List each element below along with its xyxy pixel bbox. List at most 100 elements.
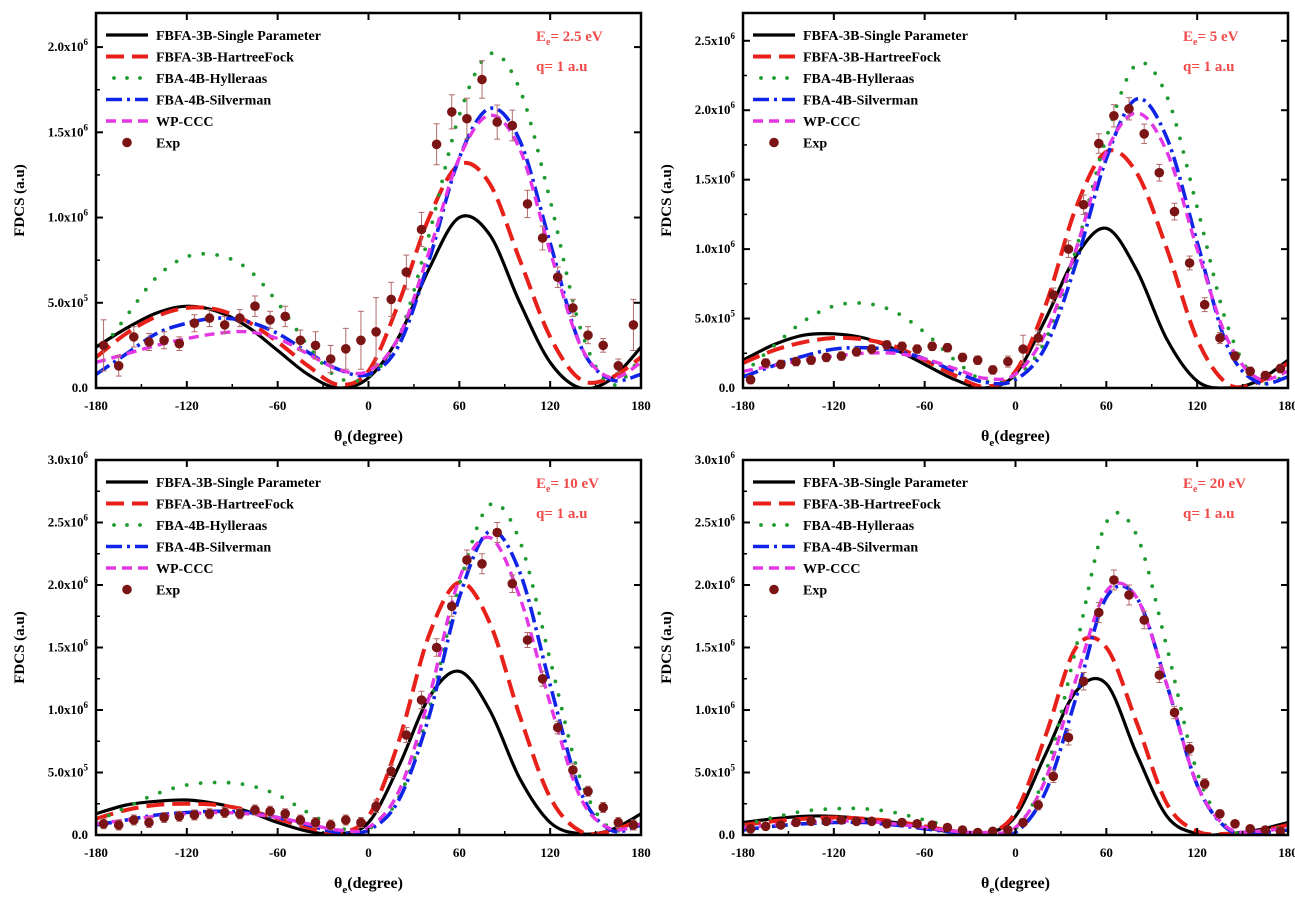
series-fba-4b-hylleraas-dot [467,85,472,90]
series-fba-4b-hylleraas-dot [226,780,231,785]
exp-data-point [341,344,351,354]
legend-label-fbfa-3b-hartreefock: FBFA-3B-HartreeFock [156,51,294,66]
series-fba-4b-hylleraas-dot [1146,570,1151,575]
series-fba-4b-hylleraas-dot [228,257,233,261]
legend-swatch-fba-4b-hylleraas [112,523,116,527]
series-fba-4b-hylleraas-dot [1184,163,1189,168]
exp-data-point [1003,356,1013,367]
exp-data-point [1275,363,1286,374]
legend-swatch-fba-4b-hylleraas [138,76,142,80]
x-tick-label: 60 [1100,398,1113,413]
series-fba-4b-hylleraas-dot [1097,157,1102,162]
series-fba-4b-hylleraas-dot [1163,638,1168,643]
series-fba-4b-hylleraas-dot [187,254,192,258]
legend-swatch-exp [769,584,779,595]
series-fba-4b-hylleraas-dot [1133,530,1138,535]
series-fba-4b-hylleraas-dot [457,111,462,116]
series-fba-4b-hylleraas-dot [823,807,828,812]
series-fba-4b-hylleraas-dot [1160,83,1164,88]
exp-data-point [477,74,487,85]
exp-data-point [1048,290,1059,300]
y-tick-label: 2.0x106 [695,100,736,117]
exp-data-point [1003,825,1013,835]
exp-data-point [174,338,185,349]
series-wp-ccc-line [96,113,641,380]
series-fba-4b-hylleraas-dot [1185,734,1190,738]
annotation-q: q= 1 a.u [1183,59,1234,75]
series-fba-4b-hylleraas-dot [508,518,513,522]
exp-data-point [866,816,877,827]
series-fba-4b-hylleraas-dot [1056,723,1061,727]
series-fba-4b-hylleraas-dot [559,706,564,711]
annotation-energy: Ee= 5 eV [1183,29,1239,48]
annotation-q: q= 1 a.u [1183,506,1234,522]
series-fba-4b-hylleraas-dot [1124,78,1129,82]
series-fba-4b-hylleraas-dot [240,782,245,786]
series-fba-4b-hylleraas-dot [110,332,115,337]
exp-data-point [1094,607,1104,618]
series-fba-4b-hylleraas-dot [573,761,578,765]
legend-swatch-fba-4b-hylleraas [125,76,129,80]
series-fba-4b-hylleraas-dot [1156,611,1161,616]
series-fba-4b-hylleraas-dot [474,526,479,531]
exp-data-point [836,815,847,825]
exp-data-point [144,817,154,828]
series-fba-4b-hylleraas-dot [509,69,514,74]
exp-data-point [447,107,457,117]
series-fba-4b-hylleraas-dot [1170,109,1175,114]
exp-data-point [98,340,109,351]
legend-label-fbfa-3b-single-parameter: FBFA-3B-Single Parameter [803,29,968,44]
series-fba-4b-hylleraas-dot [355,379,360,383]
exp-data-point [204,809,215,819]
series-fba-4b-hylleraas-dot [1211,272,1216,277]
x-tick-label: -60 [269,398,286,413]
exp-data-point [583,330,593,341]
series-fba-4b-hylleraas-dot [433,206,438,211]
exp-data-point [204,313,215,323]
legend-label-wp-ccc: WP-CCC [156,562,214,577]
series-fba-4b-hylleraas-dot [920,328,924,333]
exp-data-point [1154,670,1165,680]
exp-data-point [568,765,578,775]
series-fba-4b-hylleraas-dot [865,807,870,811]
series-fbfa-3b-single-parameter-line [96,214,641,388]
series-fba-4b-hylleraas-dot [566,734,571,738]
series-fba-4b-hylleraas-dot [412,756,417,760]
series-fba-4b-hylleraas-dot [550,665,554,670]
exp-data-point [1230,819,1240,829]
x-tick-label: 0 [365,845,372,860]
y-tick-label: 2.0x106 [48,37,89,54]
x-tick-label: 120 [540,398,560,413]
series-wp-ccc-line [743,111,1288,382]
exp-data-point [1154,167,1165,178]
exp-data-point [836,351,847,361]
series-fba-4b-hylleraas-dot [519,543,524,548]
annotation-q: q= 1 a.u [536,506,587,522]
exp-data-point [927,820,937,830]
y-tick-label: 2.0x106 [695,575,736,592]
exp-data-point [492,117,503,127]
series-fba-4b-hylleraas-dot [1032,356,1037,361]
legend-swatch-fba-4b-hylleraas [759,523,763,527]
series-fba-4b-hylleraas-dot [1053,736,1058,741]
series-fba-4b-hylleraas-dot [1046,332,1051,336]
plot-area [743,510,1288,835]
exp-data-point [265,315,275,325]
x-tick-label: 0 [1012,398,1019,413]
y-tick-label: 2.0x106 [48,575,89,592]
series-fba-4b-hylleraas-dot [578,325,583,330]
legend-label-fba-4b-hylleraas: FBA-4B-Hylleraas [156,72,268,87]
exp-data-point [371,327,381,337]
series-fba-4b-hylleraas-dot [553,679,558,684]
series-fba-4b-hylleraas-dot [754,819,759,824]
exp-data-point [280,809,291,819]
legend-swatch-exp [122,137,132,148]
x-tick-label: 0 [365,398,372,413]
exp-data-point [356,335,366,346]
series-fba-4b-hylleraas-dot [437,193,441,198]
exp-data-point [477,559,487,569]
legend-label-exp: Exp [156,137,180,152]
series-fba-4b-hylleraas-dot [816,310,821,315]
legend-swatch-fba-4b-hylleraas [759,76,763,80]
x-tick-label: -180 [731,398,755,413]
